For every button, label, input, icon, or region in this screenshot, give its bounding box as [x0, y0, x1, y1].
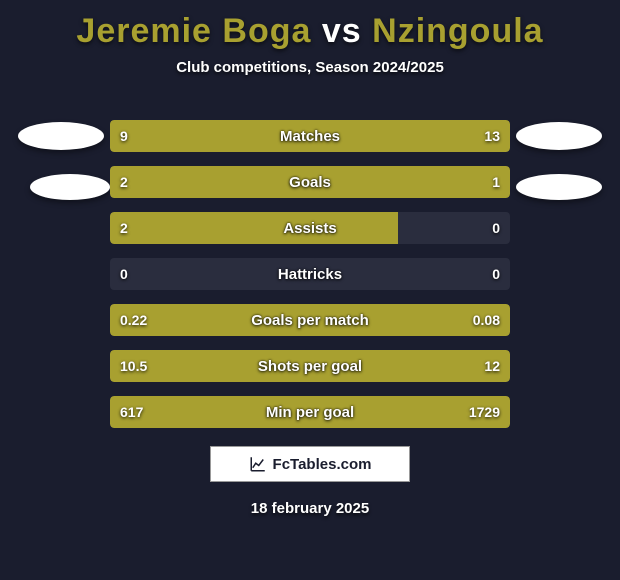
subtitle: Club competitions, Season 2024/2025: [0, 59, 620, 76]
player1-badge-2: [30, 174, 110, 200]
player2-badge-2: [516, 174, 602, 200]
stat-label: Goals: [110, 166, 510, 198]
stat-row: 6171729Min per goal: [110, 396, 510, 428]
vs-text: vs: [322, 12, 362, 50]
player1-name: Jeremie Boga: [76, 12, 311, 50]
stat-row: 00Hattricks: [110, 258, 510, 290]
stat-label: Shots per goal: [110, 350, 510, 382]
brand-text: FcTables.com: [273, 456, 372, 473]
stat-label: Min per goal: [110, 396, 510, 428]
stat-row: 10.512Shots per goal: [110, 350, 510, 382]
stat-label: Assists: [110, 212, 510, 244]
player1-badge-1: [18, 122, 104, 150]
stat-row: 20Assists: [110, 212, 510, 244]
chart-icon: [249, 455, 267, 473]
stat-label: Hattricks: [110, 258, 510, 290]
stat-label: Matches: [110, 120, 510, 152]
stat-row: 0.220.08Goals per match: [110, 304, 510, 336]
stats-bars: 913Matches 21Goals 20Assists 00Hattricks 0.2…: [110, 120, 510, 442]
stat-label: Goals per match: [110, 304, 510, 336]
comparison-title: Jeremie Boga vs Nzingoula: [0, 0, 620, 51]
stat-row: 21Goals: [110, 166, 510, 198]
date-text: 18 february 2025: [0, 500, 620, 517]
player2-name: Nzingoula: [372, 12, 543, 50]
brand-badge: FcTables.com: [210, 446, 410, 482]
player2-badge-1: [516, 122, 602, 150]
stat-row: 913Matches: [110, 120, 510, 152]
